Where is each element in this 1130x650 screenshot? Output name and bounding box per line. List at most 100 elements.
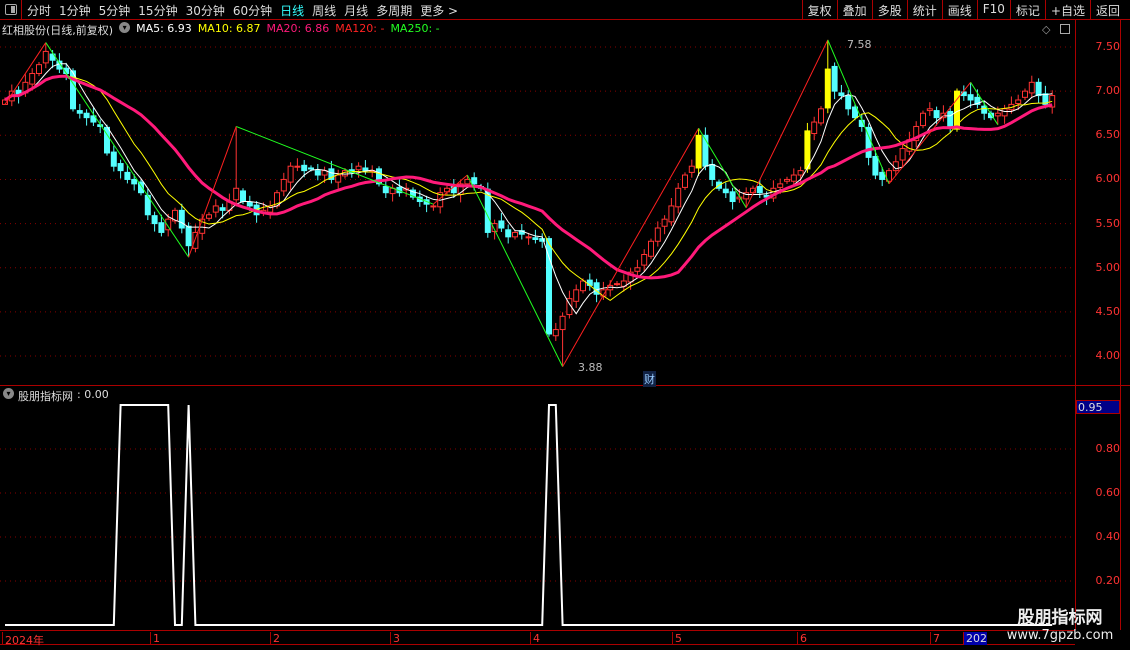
ma10-value: MA10: 6.87	[197, 22, 261, 35]
chart-canvas[interactable]	[0, 0, 1075, 630]
ma20-line	[4, 74, 1053, 280]
panel-divider[interactable]	[0, 385, 1130, 386]
indicator-value: : 0.00	[77, 388, 109, 401]
candle-body	[709, 163, 716, 180]
ma10-line	[4, 75, 1053, 302]
tab-3[interactable]: 15分钟	[138, 4, 178, 18]
toolbar-button-8[interactable]: 返回	[1089, 0, 1125, 20]
candle-body	[675, 187, 682, 208]
price-tick: 5.50	[1095, 216, 1121, 230]
candle-body	[899, 148, 906, 161]
ma120-value: MA120: -	[335, 22, 385, 35]
ma250-value: MA250: -	[390, 22, 440, 35]
watermark-url: www.7gpzb.com	[1006, 628, 1114, 643]
date-tick: 202	[963, 632, 987, 645]
candle-body	[580, 280, 586, 292]
zigzag-segment	[745, 39, 829, 208]
chevron-down-icon[interactable]: ▾	[3, 388, 14, 399]
watermark: 股朋指标网 www.7gpzb.com	[990, 603, 1130, 643]
indicator-line	[5, 404, 1053, 626]
candle-body	[1015, 99, 1022, 105]
tab-7[interactable]: 周线	[312, 4, 337, 18]
candle-body	[933, 110, 940, 119]
watermark-title: 股朋指标网	[1017, 608, 1103, 628]
price-tick: 7.50	[1095, 40, 1121, 53]
tab-9[interactable]: 多周期	[376, 4, 413, 18]
zigzag-segment	[433, 174, 468, 205]
candle-body	[777, 183, 784, 188]
candle-body	[552, 329, 559, 337]
indicator-tick: 0.40	[1095, 530, 1121, 543]
candle-body	[151, 215, 158, 225]
candle-body	[797, 170, 804, 176]
candle-body	[1042, 93, 1049, 105]
candle-body	[661, 218, 668, 227]
panel-toggle-icon[interactable]	[0, 0, 22, 20]
candle-body	[818, 108, 824, 124]
tab-10[interactable]: 更多 >	[420, 4, 459, 18]
tab-5[interactable]: 60分钟	[232, 4, 273, 18]
candle-body	[852, 106, 858, 119]
toolbar-button-1[interactable]: 叠加	[836, 0, 872, 20]
candle-body	[872, 155, 879, 176]
candle-body	[688, 165, 695, 173]
date-tick: 5	[672, 632, 682, 645]
period-tabs: 分时 1分钟 5分钟 15分钟 30分钟 60分钟 日线 周线 月线 多周期 更多 >	[27, 2, 458, 19]
diamond-icon[interactable]: ◇	[1042, 23, 1051, 36]
candle-body	[335, 174, 342, 183]
toolbar: 分时 1分钟 5分钟 15分钟 30分钟 60分钟 日线 周线 月线 多周期 更多 > 复权 叠加 多股…	[0, 0, 1130, 20]
tab-1[interactable]: 1分钟	[59, 4, 91, 18]
candle-body	[614, 283, 620, 286]
candle-body	[634, 267, 641, 272]
price-tick: 5.00	[1095, 260, 1121, 274]
candle-body	[158, 222, 165, 233]
candle-body	[362, 167, 369, 172]
toolbar-button-0[interactable]: 复权	[801, 0, 837, 20]
candle-body	[641, 254, 648, 266]
candle-body	[668, 205, 675, 223]
toolbar-button-3[interactable]: 统计	[906, 0, 942, 20]
zigzag-segment	[45, 42, 190, 258]
chevron-down-icon[interactable]: ▾	[119, 22, 131, 33]
candle-body	[573, 289, 580, 302]
tab-4[interactable]: 30分钟	[185, 4, 225, 18]
candle-body	[784, 178, 790, 182]
candle-body	[790, 174, 797, 182]
zigzag-segment	[562, 127, 700, 367]
candle-body	[172, 209, 178, 222]
toolbar-button-4[interactable]: 画线	[941, 0, 977, 20]
indicator-title: 股朋指标网	[18, 390, 73, 403]
candle-body	[682, 174, 688, 188]
price-tick: 6.50	[1095, 128, 1121, 142]
candle-body	[233, 187, 240, 201]
panel-toggle-icon[interactable]	[1060, 24, 1070, 34]
candle-body	[464, 178, 471, 185]
tab-2[interactable]: 5分钟	[98, 4, 131, 18]
candle-body	[138, 181, 144, 194]
candle-body	[178, 209, 185, 229]
candle-body	[1022, 90, 1028, 98]
candle-body	[219, 207, 226, 211]
finance-badge[interactable]: 财	[643, 371, 656, 387]
toolbar-button-5[interactable]: F10	[976, 0, 1010, 20]
indicator-legend: ▾ 股朋指标网 : 0.00	[3, 388, 109, 404]
candle-body	[376, 168, 382, 185]
ma5-value: MA5: 6.93	[136, 22, 192, 35]
candle-body	[654, 227, 661, 242]
candle-body	[76, 110, 83, 114]
candle-body	[525, 236, 532, 239]
tab-6[interactable]: 日线	[280, 4, 305, 18]
candle-body	[308, 167, 314, 170]
zigzag-segment	[970, 82, 999, 125]
tab-0[interactable]: 分时	[27, 4, 52, 18]
low-label: 3.88	[578, 361, 603, 374]
candle-body	[410, 189, 416, 198]
price-tick: 6.00	[1095, 172, 1121, 186]
tab-8[interactable]: 月线	[344, 4, 369, 18]
candle-body	[294, 165, 301, 168]
toolbar-button-2[interactable]: 多股	[871, 0, 907, 20]
candle-body	[110, 151, 117, 167]
candle-body	[824, 68, 831, 109]
toolbar-button-7[interactable]: +自选	[1044, 0, 1090, 20]
toolbar-button-6[interactable]: 标记	[1009, 0, 1045, 20]
